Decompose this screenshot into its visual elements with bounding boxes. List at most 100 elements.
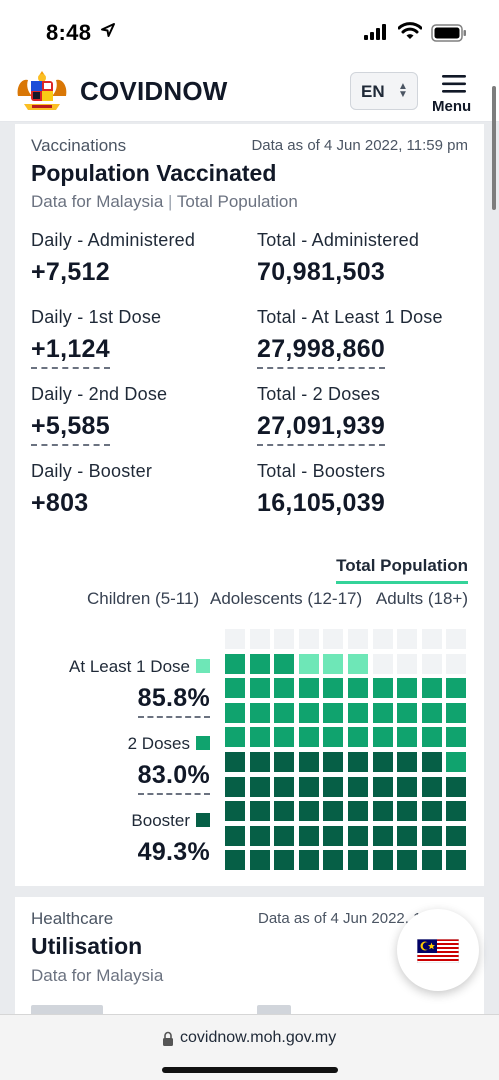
stat-label: Total - Boosters (257, 461, 386, 481)
waffle-cell-booster (274, 776, 295, 797)
waffle-cell-2-doses (225, 727, 245, 748)
waffle-cell-empty (421, 653, 442, 674)
stat-value: 70,981,503 (257, 258, 386, 286)
waffle-cell-2-doses (421, 727, 442, 748)
legend-percent: 49.3% (137, 838, 210, 866)
menu-button[interactable]: Menu (430, 70, 478, 116)
waffle-cell-booster (323, 825, 344, 846)
waffle-cell-booster (372, 825, 393, 846)
stat-label: Daily - 1st Dose (31, 307, 162, 327)
waffle-cell-booster (298, 752, 319, 772)
card-title: Utilisation (31, 933, 143, 959)
card-title: Population Vaccinated (31, 160, 277, 186)
menu-label: Menu (432, 98, 472, 115)
battery-icon (431, 24, 466, 42)
waffle-cell-booster (348, 850, 368, 871)
cellular-signal-icon (364, 24, 386, 40)
url-bar[interactable]: covidnow.moh.gov.my (180, 1029, 337, 1046)
waffle-cell-2-doses (298, 727, 319, 748)
subtitle-divider: | (168, 192, 173, 211)
stat-value-tooltip[interactable]: 27,091,939 (257, 412, 386, 446)
waffle-cell-booster (348, 776, 368, 797)
waffle-cell-booster (323, 801, 344, 822)
card-subtitle: Data for Malaysia (31, 966, 164, 985)
waffle-cell-2-doses (225, 702, 245, 723)
legend-label: 2 Doses (127, 734, 190, 753)
waffle-cell-booster (421, 776, 442, 797)
waffle-cell-booster (323, 752, 344, 772)
waffle-cell-2-doses (274, 678, 295, 699)
waffle-cell-booster (298, 776, 319, 797)
waffle-cell-empty (274, 629, 295, 649)
waffle-cell-empty (397, 629, 418, 649)
waffle-cell-booster (397, 825, 418, 846)
waffle-cell-2-doses (372, 702, 393, 723)
stat-value-tooltip[interactable]: +5,585 (31, 412, 110, 446)
waffle-cell-booster (298, 850, 319, 871)
section-label: Healthcare (31, 909, 114, 928)
tab-children[interactable]: Children (5-11) (87, 589, 200, 608)
waffle-cell-booster (274, 801, 295, 822)
waffle-cell-2-doses (421, 678, 442, 699)
stat-label: Total - At Least 1 Dose (257, 307, 443, 327)
waffle-cell-empty (323, 629, 344, 649)
waffle-cell-booster (348, 801, 368, 822)
waffle-cell-booster (446, 801, 467, 822)
waffle-cell-booster (274, 825, 295, 846)
waffle-cell-2-doses (446, 727, 467, 748)
waffle-cell-booster (225, 801, 245, 822)
tab-adults[interactable]: Adults (18+) (375, 589, 468, 608)
legend-item: 2 Doses (128, 734, 210, 754)
malaysia-flag-button[interactable] (397, 909, 479, 991)
waffle-cell-empty (298, 629, 319, 649)
legend-percent[interactable]: 85.8% (137, 684, 210, 718)
waffle-cell-2-doses (323, 678, 344, 699)
waffle-cell-1-dose (323, 653, 344, 674)
waffle-cell-booster (274, 850, 295, 871)
legend-label: Booster (131, 811, 190, 830)
waffle-cell-booster (372, 776, 393, 797)
malaysia-flag-icon (417, 939, 459, 963)
waffle-cell-booster (249, 752, 270, 772)
coat-of-arms-logo[interactable] (14, 68, 70, 114)
stat-value: +803 (31, 489, 89, 517)
hamburger-icon (442, 75, 466, 93)
site-brand[interactable]: COVIDNOW (80, 76, 228, 106)
waffle-cell-2-doses (249, 727, 270, 748)
home-indicator[interactable] (162, 1067, 338, 1073)
stat-value-tooltip[interactable]: 27,998,860 (257, 335, 386, 369)
page-scrollbar[interactable] (492, 86, 496, 210)
wifi-icon (398, 22, 422, 39)
legend-swatch (196, 813, 210, 827)
tab-total-population[interactable]: Total Population (336, 556, 468, 584)
waffle-cell-2-doses (348, 678, 368, 699)
site-header: COVIDNOW EN ▲ ▼ Menu (0, 64, 499, 122)
vaccination-waffle-chart (225, 629, 469, 873)
legend-swatch (196, 659, 210, 673)
waffle-cell-empty (372, 653, 393, 674)
data-as-of: Data as of 4 Jun 2022, 1 (258, 910, 422, 927)
stat-value-tooltip[interactable]: +1,124 (31, 335, 110, 369)
data-as-of: Data as of 4 Jun 2022, 11:59 pm (251, 137, 468, 154)
waffle-cell-booster (348, 752, 368, 772)
waffle-cell-2-doses (298, 678, 319, 699)
subtitle-region: Data for Malaysia (31, 192, 164, 211)
waffle-cell-booster (372, 850, 393, 871)
tab-adolescents[interactable]: Adolescents (12-17) (210, 589, 363, 608)
stat-value: 16,105,039 (257, 489, 386, 517)
waffle-cell-2-doses (397, 727, 418, 748)
waffle-cell-empty (372, 629, 393, 649)
stat-label: Daily - Administered (31, 230, 196, 250)
language-value: EN (361, 82, 385, 101)
status-time: 8:48 (46, 20, 92, 45)
subtitle-population: Total Population (176, 192, 298, 211)
waffle-cell-empty (249, 629, 270, 649)
legend-swatch (196, 736, 210, 750)
waffle-cell-booster (421, 801, 442, 822)
legend-percent[interactable]: 83.0% (137, 761, 210, 795)
waffle-cell-2-doses (274, 653, 295, 674)
language-select[interactable]: EN ▲ ▼ (350, 72, 418, 110)
waffle-cell-booster (249, 850, 270, 871)
waffle-cell-1-dose (298, 653, 319, 674)
waffle-cell-2-doses (249, 678, 270, 699)
